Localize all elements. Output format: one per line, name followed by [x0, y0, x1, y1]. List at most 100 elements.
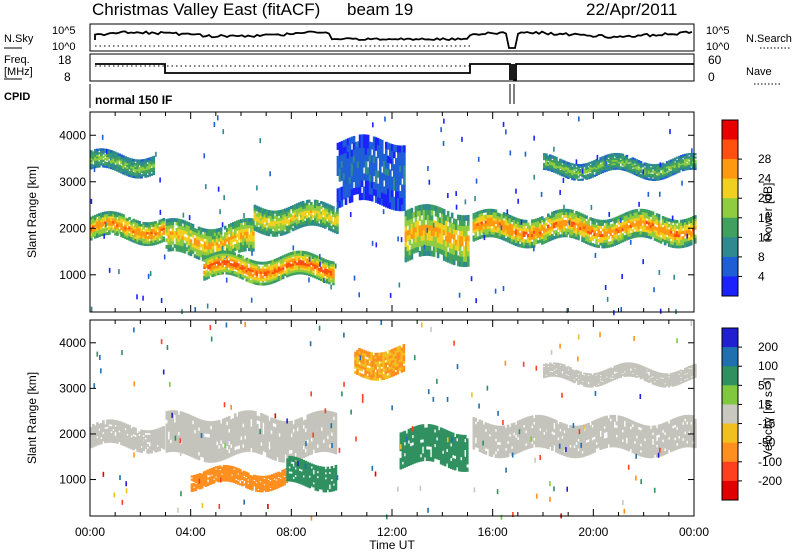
data-cell [289, 218, 293, 222]
noise-point [194, 307, 197, 313]
data-cell [150, 228, 154, 232]
data-cell [225, 254, 229, 259]
data-cell [201, 234, 205, 239]
data-cell [193, 247, 197, 252]
data-cell [287, 214, 291, 218]
data-cell [98, 215, 101, 219]
data-cell [94, 224, 97, 228]
data-cell [90, 225, 93, 229]
data-cell [315, 220, 319, 224]
data-cell [358, 186, 362, 194]
noise-point [217, 186, 220, 192]
data-cell [233, 234, 237, 239]
data-cell [246, 218, 249, 222]
data-cell [203, 241, 207, 246]
data-cell [205, 232, 209, 237]
data-cell [246, 244, 249, 248]
data-cell [128, 216, 131, 220]
data-cell [96, 227, 99, 231]
data-cell [118, 224, 121, 228]
data-cell [303, 220, 307, 224]
data-cell [301, 213, 305, 217]
data-cell [179, 222, 183, 227]
data-cell [98, 222, 101, 226]
data-cell [305, 220, 309, 224]
data-cell [156, 225, 160, 228]
noise-point [520, 219, 523, 225]
data-cell [285, 215, 289, 219]
data-cell [126, 234, 129, 238]
data-cell [144, 238, 147, 242]
data-cell [114, 216, 117, 220]
noise-point [615, 153, 618, 159]
data-cell [108, 229, 111, 233]
data-cell [183, 220, 187, 225]
data-cell [366, 134, 370, 142]
data-cell [209, 248, 213, 253]
data-cell [403, 145, 406, 153]
data-cell [203, 254, 207, 259]
data-cell [108, 215, 111, 219]
data-cell [102, 214, 105, 218]
data-cell [253, 209, 257, 213]
data-cell [165, 244, 169, 249]
data-cell [285, 225, 289, 229]
data-cell [313, 204, 317, 208]
data-cell [207, 238, 211, 243]
data-cell [160, 225, 164, 229]
data-cell [152, 242, 156, 246]
data-cell [263, 208, 267, 213]
data-cell [195, 238, 199, 243]
data-cell [285, 210, 289, 214]
data-cell [257, 206, 261, 210]
noise-point [642, 259, 644, 265]
data-cell [134, 226, 137, 230]
noise-point [464, 199, 467, 205]
data-cell [261, 231, 265, 235]
data-cell [181, 239, 185, 244]
data-cell [231, 235, 235, 239]
noise-point [372, 122, 374, 128]
data-cell [197, 226, 201, 231]
data-cell [322, 204, 325, 208]
data-cell [271, 210, 275, 214]
data-cell [187, 241, 191, 246]
data-cell [130, 227, 133, 231]
data-cell [255, 205, 259, 209]
data-cell [134, 228, 137, 232]
data-cell [114, 211, 117, 215]
data-cell [171, 237, 175, 242]
noise-point [659, 162, 662, 168]
data-cell [205, 228, 209, 233]
data-cell [295, 203, 299, 207]
data-cell [269, 225, 273, 229]
noise-point [105, 149, 108, 155]
data-cell [92, 222, 95, 226]
data-cell [150, 238, 154, 242]
data-cell [313, 199, 317, 203]
data-cell [116, 233, 119, 236]
data-cell [167, 231, 171, 236]
data-cell [199, 233, 203, 238]
data-cell [233, 221, 237, 226]
data-cell [134, 233, 137, 237]
power-band-4 [336, 134, 406, 212]
data-cell [92, 227, 95, 231]
data-cell [118, 219, 121, 223]
data-cell [466, 261, 470, 267]
data-cell [250, 240, 253, 245]
data-cell [287, 227, 291, 231]
data-cell [142, 226, 145, 230]
data-cell [279, 225, 283, 229]
noise-point [101, 134, 104, 140]
data-cell [195, 248, 199, 253]
data-cell [311, 207, 315, 211]
data-cell [269, 230, 273, 235]
data-cell [110, 211, 113, 215]
data-cell [92, 220, 95, 224]
data-cell [183, 223, 187, 228]
data-cell [203, 231, 207, 236]
noise-point [458, 292, 461, 298]
data-cell [191, 250, 195, 254]
data-cell [309, 204, 313, 208]
